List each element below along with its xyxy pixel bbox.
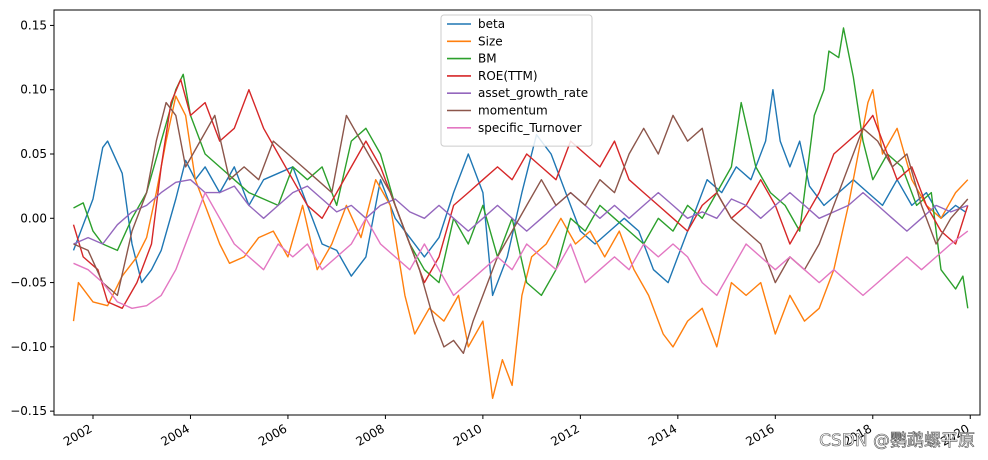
y-tick-label: −0.10 (10, 340, 47, 354)
series-line-asset-growth-rate (73, 179, 969, 245)
x-tick-label: 2008 (353, 421, 386, 448)
x-tick-label: 2004 (159, 421, 192, 448)
legend: beta Size BM ROE(TTM) asset_growth_ratemomen… (440, 14, 593, 147)
x-tick-label: 2012 (548, 421, 581, 448)
legend-entry-label: momentum (478, 104, 548, 118)
legend-entry-label: beta (478, 17, 505, 31)
y-axis: 0.15 0.10 0.05 0.00 −0.05 −0.10 −0.15 (10, 18, 54, 418)
y-tick-label: 0.05 (20, 147, 47, 161)
legend-entry-label: ROE(TTM) (478, 69, 538, 83)
series-line-size (72, 89, 969, 399)
legend-box (440, 14, 593, 147)
y-tick-label: −0.05 (10, 276, 47, 290)
y-tick-label: 0.10 (20, 83, 47, 97)
legend-entry-label: asset_growth_rate (478, 86, 588, 100)
series-line-specific-turnover (73, 191, 969, 309)
x-tick-label: 2006 (256, 421, 289, 448)
series-line-bm (73, 27, 969, 309)
x-tick-label: 2014 (646, 421, 679, 448)
series-line-beta (72, 89, 966, 297)
legend-entry-label: Size (478, 34, 503, 48)
series-line-roe-ttm (72, 78, 969, 309)
y-tick-label: 0.15 (20, 18, 47, 32)
series-layer (72, 27, 969, 399)
x-tick-label: 2016 (743, 421, 776, 448)
legend-entry-label: BM (478, 52, 497, 66)
watermark-text: CSDN @鹦鹉螺平原 (819, 431, 975, 451)
x-tick-label: 2002 (61, 421, 94, 448)
legend-entry-label: specific_Turnover (478, 121, 582, 135)
y-tick-label: −0.15 (10, 404, 47, 418)
y-tick-label: 0.00 (20, 211, 47, 225)
x-tick-label: 2010 (451, 421, 484, 448)
